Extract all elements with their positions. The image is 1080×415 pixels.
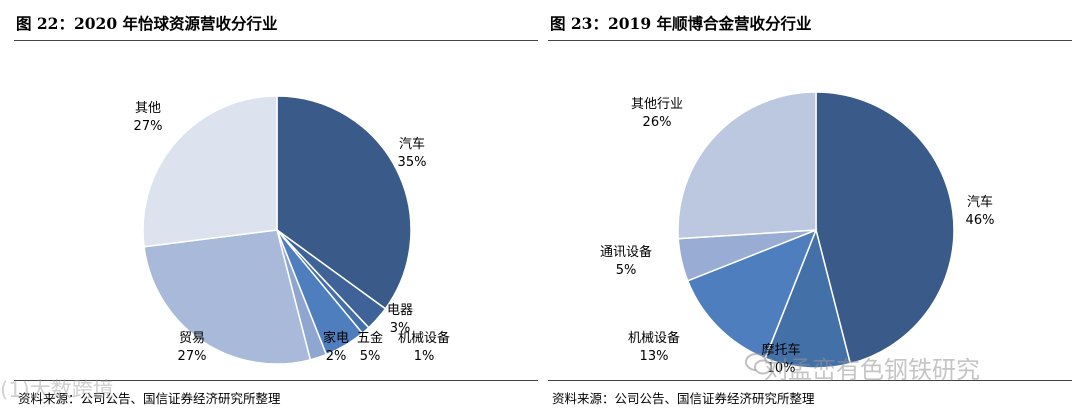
watermark-right: 刘孟峦有色钢铁研究 (764, 356, 980, 384)
source-rule-right (548, 380, 1072, 381)
slice-label-4: 其他行业 (631, 97, 683, 112)
title-rule-left (14, 40, 538, 41)
slice-label-4: 家电 (323, 330, 349, 346)
pie-slice-right-0 (815, 91, 955, 365)
slice-value-0: 35% (398, 155, 427, 170)
chart-panel-right: 图 23：2019 年顺博合金营收分行业 汽车 46% 摩托车 10% 机械设备 13% 通… (548, 0, 1072, 415)
pie-slice-right-1 (764, 227, 852, 369)
slice-value-3: 5% (360, 349, 381, 364)
slice-value-1: 3% (390, 321, 411, 336)
slice-value-1: 10% (767, 361, 796, 376)
slice-label-1: 电器 (387, 303, 413, 318)
watermark-left: (1)大数跨境 (0, 378, 114, 402)
slice-label-5: 贸易 (179, 331, 205, 346)
title-rule-right (548, 40, 1072, 41)
slice-label-2: 机械设备 (628, 330, 680, 346)
pie-slice-left-0 (276, 95, 412, 310)
slice-label-3: 五金 (357, 330, 383, 346)
slice-value-5: 27% (178, 349, 207, 364)
pie-chart-left: 汽车 35% 电器 3%机械设备 1% 五金 5% 家电 2% 贸易 27% 其他 27% (134, 95, 450, 365)
slice-label-0: 汽车 (399, 136, 425, 152)
slice-label-3: 通讯设备 (600, 244, 652, 260)
slice-label-1: 摩托车 (761, 342, 800, 358)
pie-slice-left-6 (142, 95, 278, 248)
wechat-icon (745, 353, 772, 375)
chart-title-right: 图 23：2019 年顺博合金营收分行业 (550, 14, 812, 33)
slice-label-2: 机械设备 (398, 330, 450, 346)
pie-slice-right-4 (677, 91, 817, 240)
slice-value-2: 1% (414, 349, 435, 364)
slice-value-6: 27% (134, 119, 163, 134)
slice-label-0: 汽车 (967, 194, 993, 210)
source-note-right: 资料来源：公司公告、国信证券经济研究所整理 (552, 391, 815, 406)
slice-value-2: 13% (640, 349, 669, 364)
slice-value-0: 46% (966, 213, 995, 228)
pie-slice-left-5 (143, 229, 312, 365)
slice-value-4: 26% (643, 115, 672, 130)
chart-title-left: 图 22：2020 年怡球资源营收分行业 (16, 14, 278, 33)
pie-slice-right-2 (686, 228, 818, 360)
slice-value-3: 5% (616, 263, 637, 278)
chart-panel-left: 图 22：2020 年怡球资源营收分行业 汽车 35% 电器 3% 机械设备 1% 五金 5%… (14, 0, 538, 415)
slice-label-6: 其他 (135, 101, 161, 116)
slice-value-4: 2% (326, 349, 347, 364)
pie-chart-right: 汽车 46% 摩托车 10% 机械设备 13% 通讯设备 5% 其他行业 26% (600, 91, 995, 376)
source-note-left: 资料来源：公司公告、国信证券经济研究所整理 (18, 391, 281, 406)
source-rule-left (14, 380, 538, 381)
